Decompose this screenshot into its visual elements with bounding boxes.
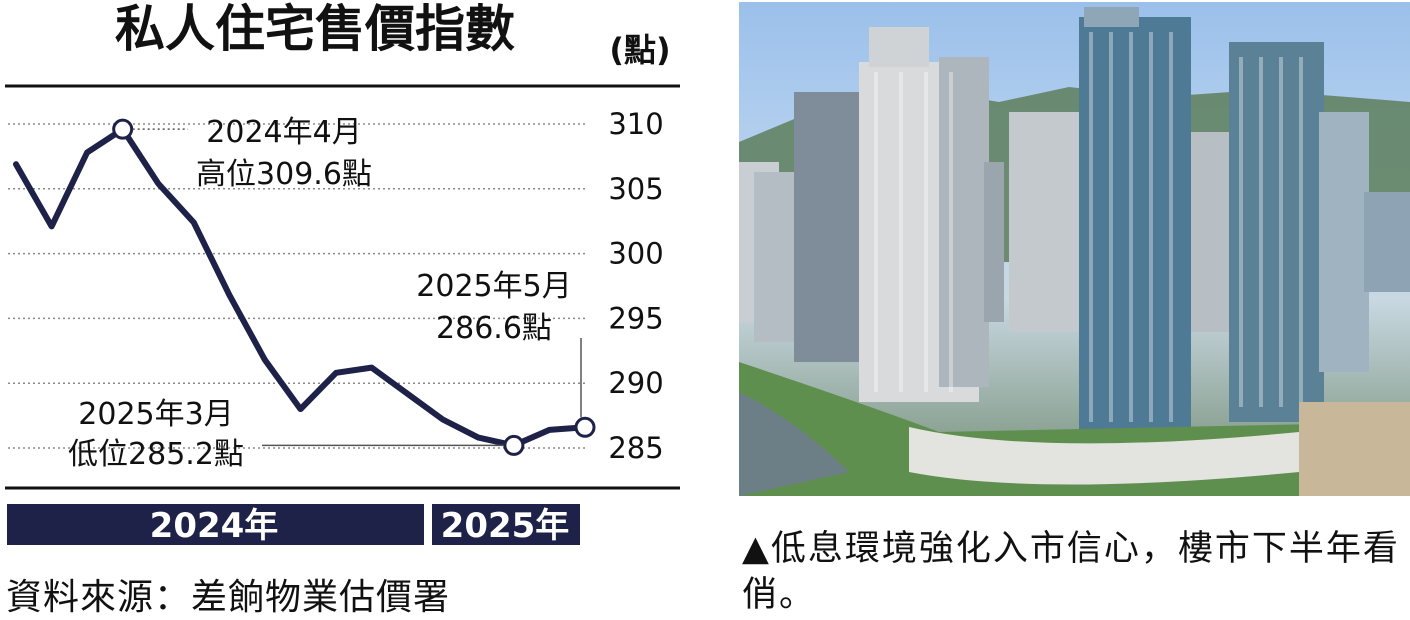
y-tick-310: 310: [608, 107, 663, 141]
price-index-chart: 私人住宅售價指數 (點) 310 305 300 295 290 285 2024年4月高…: [5, 0, 680, 546]
y-tick-290: 290: [608, 366, 663, 400]
photo-caption: ▲低息環境強化入市信心，樓市下半年看俏。: [742, 529, 1400, 615]
y-tick-300: 300: [608, 237, 663, 271]
annotation-may-date: 2025年5月: [416, 269, 571, 304]
y-tick-305: 305: [608, 172, 663, 206]
housing-estate-illustration: [739, 7, 1410, 496]
marker-2025-05: [574, 416, 596, 438]
annotation-low-date: 2025年3月: [78, 397, 233, 432]
annotation-high-date: 2024年4月: [206, 115, 361, 150]
annotation-low-value: 低位285.2點: [68, 437, 244, 472]
y-tick-295: 295: [608, 301, 663, 335]
annotation-may-value: 286.6點: [436, 311, 552, 346]
annotation-high-value: 高位309.6點: [196, 157, 372, 192]
year-label-2025: 2025年: [441, 506, 570, 546]
source-note: 資料來源：差餉物業估價署: [6, 577, 451, 618]
marker-2025-03: [503, 434, 525, 456]
chart-unit: (點): [609, 31, 670, 69]
year-bar-2025: [432, 504, 580, 545]
chart-title: 私人住宅售價指數: [115, 0, 515, 58]
housing-estate-photo: [739, 2, 1410, 496]
marker-2024-04: [112, 118, 134, 140]
index-line: [13, 126, 588, 449]
year-bar-2024: [7, 504, 424, 545]
year-label-2024: 2024年: [150, 506, 279, 546]
y-tick-285: 285: [608, 431, 663, 465]
